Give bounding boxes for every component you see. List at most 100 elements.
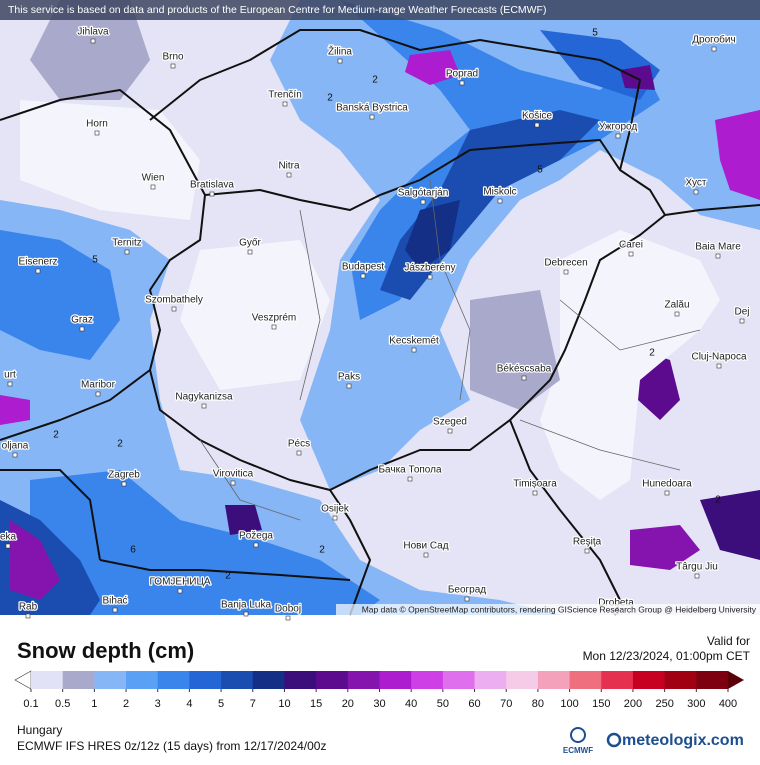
colorbar-tick-label: 150: [592, 698, 610, 710]
colorbar-tick-label: 2: [123, 698, 129, 710]
colorbar-segment: [284, 671, 317, 689]
city-marker: [296, 450, 302, 456]
city-label: Žilina: [328, 45, 352, 58]
city-marker: [664, 490, 670, 496]
city-label: Szeged: [433, 417, 467, 428]
city-marker: [95, 391, 101, 397]
colorbar-segment: [94, 671, 127, 689]
city-marker: [716, 363, 722, 369]
city-label: Бачка Топола: [378, 465, 442, 476]
city-marker: [427, 274, 433, 280]
colorbar-tick-label: 50: [437, 698, 449, 710]
city-marker: [271, 324, 277, 330]
city-marker: [534, 122, 540, 128]
city-marker: [584, 548, 590, 554]
city-label: Graz: [71, 315, 93, 326]
colorbar-segment: [347, 671, 380, 689]
city-label: Нови Сад: [403, 541, 448, 552]
colorbar-segment: [632, 671, 666, 689]
colorbar-tick-label: 400: [719, 698, 737, 710]
colorbar-tick-label: 5: [218, 698, 224, 710]
city-marker: [360, 273, 366, 279]
city-marker: [497, 198, 503, 204]
map: Jihlava Brno Žilina Poprad Дрогобич Trenčín Ba…: [0, 0, 760, 621]
colorbar-segment: [569, 671, 602, 689]
city-marker: [25, 613, 31, 619]
city-label: Pécs: [288, 439, 310, 450]
city-label: Szombathely: [145, 295, 203, 306]
city-label: Nagykanizsa: [175, 392, 233, 403]
city-marker: [90, 38, 96, 44]
contour-label: 2: [372, 75, 378, 86]
contour-labels: 5 2 2 5 5 2 2 2 2 6 2 2: [53, 28, 721, 582]
ecmwf-label: ECMWF: [563, 746, 593, 755]
city-labels: Jihlava Brno Žilina Poprad Дрогобич Trenčín Ba…: [0, 25, 751, 621]
brand-logo: [606, 732, 622, 748]
city-marker: [7, 381, 13, 387]
colorbar-tick-label: 0.1: [23, 698, 38, 710]
city-label: Doboj: [275, 604, 301, 615]
city-marker: [346, 383, 352, 389]
city-marker: [711, 46, 717, 52]
colorbar-segment: [189, 671, 222, 689]
city-label: Timișoara: [513, 479, 557, 490]
city-marker: [674, 311, 680, 317]
city-marker: [420, 199, 426, 205]
city-label: Eisenerz: [19, 257, 58, 268]
contour-label: 5: [592, 28, 598, 39]
city-marker: [230, 480, 236, 486]
city-label: Reşiţa: [573, 537, 602, 548]
city-label: Požega: [239, 531, 273, 542]
colorbar-tick-label: 20: [342, 698, 354, 710]
colorbar-tick-label: 10: [278, 698, 290, 710]
attribution: Map data © OpenStreetMap contributors, r…: [362, 604, 757, 614]
city-label: Bratislava: [190, 180, 234, 191]
colorbar-tick-label: 300: [687, 698, 705, 710]
city-marker: [423, 552, 429, 558]
city-marker: [177, 588, 183, 594]
banner: This service is based on data and produc…: [8, 4, 546, 16]
city-label: oljana: [2, 441, 29, 452]
city-marker: [170, 63, 176, 69]
colorbar-segment: [316, 671, 349, 689]
city-marker: [521, 375, 527, 381]
colorbar-end: [14, 670, 32, 690]
city-label: Cluj-Napoca: [691, 352, 746, 363]
city-label: Košice: [522, 111, 552, 122]
city-marker: [615, 133, 621, 139]
colorbar-tick-label: 60: [468, 698, 480, 710]
contour-label: 2: [53, 430, 59, 441]
city-marker: [79, 326, 85, 332]
contour-label: 5: [537, 165, 543, 176]
city-label: Horn: [86, 119, 108, 130]
region: Hungary: [17, 723, 62, 737]
city-label: eka: [0, 532, 16, 543]
colorbar-segment: [252, 671, 285, 689]
city-label: Salgótarján: [398, 188, 449, 199]
snow-field: [0, 0, 760, 615]
city-label: Osijek: [321, 504, 350, 515]
city-label: Győr: [239, 238, 261, 249]
city-marker: [332, 515, 338, 521]
city-marker: [150, 184, 156, 190]
city-marker: [201, 403, 207, 409]
city-marker: [286, 172, 292, 178]
colorbar-tick-label: 200: [624, 698, 642, 710]
city-label: Wien: [142, 173, 165, 184]
city-marker: [12, 452, 18, 458]
city-label: ГОМЈЕНИЦА: [149, 577, 210, 588]
city-label: Békéscsaba: [497, 364, 552, 375]
colorbar: 0.1 0.5 1 2 3 4 5 7 10 15 20 30 40 50 60 70 80 100 150 200 2…: [14, 670, 744, 710]
city-label: Дрогобич: [692, 34, 735, 46]
city-label: Trenčín: [268, 90, 302, 101]
city-label: Ужгород: [599, 122, 638, 133]
city-label: Jászberény: [404, 263, 455, 274]
city-marker: [243, 611, 249, 617]
city-marker: [563, 269, 569, 275]
contour-label: 2: [319, 545, 325, 556]
colorbar-segment: [157, 671, 190, 689]
colorbar-tick-label: 4: [186, 698, 192, 710]
city-label: Београд: [448, 585, 486, 596]
city-marker: [447, 428, 453, 434]
